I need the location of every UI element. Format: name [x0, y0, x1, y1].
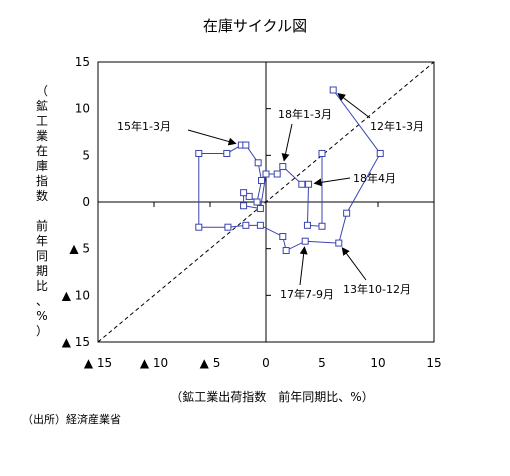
y-axis-label-char: 工 — [36, 114, 48, 128]
x-ticks: ▲ 15 ▲ 10 ▲ 5 0 5 10 15 — [84, 202, 442, 370]
data-point-marker — [343, 209, 351, 217]
y-axis-label-char: ） — [36, 324, 48, 338]
diagonal-guide — [97, 61, 435, 343]
data-point-marker — [245, 192, 253, 200]
data-point-marker — [256, 221, 264, 229]
data-point-marker — [318, 149, 326, 157]
annotation-arrow — [299, 246, 308, 286]
data-point-marker — [318, 222, 326, 230]
data-point-marker — [273, 170, 281, 178]
data-point-marker — [242, 141, 250, 149]
y-axis-label-char: 期 — [36, 264, 48, 278]
x-tick-label: 5 — [318, 356, 326, 370]
data-point-marker — [335, 239, 343, 247]
annotation-label: 18年1-3月 — [278, 107, 332, 121]
x-tick-label: 10 — [370, 356, 385, 370]
annotation-label: 12年1-3月 — [370, 119, 424, 133]
data-point-marker — [223, 149, 231, 157]
y-axis-label-char: 年 — [36, 234, 48, 248]
y-tick-label: 10 — [75, 102, 90, 116]
data-point-marker — [279, 163, 287, 171]
data-point-marker — [262, 170, 270, 178]
data-point-marker — [256, 205, 264, 213]
data-point-marker — [303, 221, 311, 229]
data-point-marker — [195, 149, 203, 157]
data-point-marker — [258, 177, 266, 185]
y-axis-label-char — [36, 204, 48, 218]
data-point-marker — [195, 223, 203, 231]
x-axis-label: （鉱工業出荷指数 前年同期比、%） — [170, 389, 373, 404]
y-axis-label-char: 、 — [36, 294, 48, 308]
x-tick-label: ▲ 15 — [84, 356, 112, 370]
data-point-marker — [329, 86, 337, 94]
y-axis-label: （鉱工業在庫指数 前年同期比、%） — [36, 84, 48, 338]
data-point-marker — [242, 221, 250, 229]
diagonal-guide-line — [97, 61, 435, 343]
annotation-arrow — [281, 123, 293, 162]
annotation-arrow — [313, 177, 351, 187]
y-axis-label-char: 同 — [36, 249, 48, 263]
data-point-marker — [224, 223, 232, 231]
annotation-arrow — [187, 129, 237, 146]
data-point-marker — [253, 198, 261, 206]
data-point-marker — [282, 247, 290, 255]
annotations-layer: 12年1-3月 15年1-3月 18年1-3月 18年4月 13年10-12月 17年7-… — [117, 93, 424, 301]
data-point-marker — [376, 149, 384, 157]
y-axis-label-char: 庫 — [36, 159, 48, 173]
source-note: （出所）経済産業省 — [22, 412, 121, 426]
y-tick-label: ▲ 15 — [62, 335, 90, 349]
y-ticks: 15 10 5 0 ▲ 5 ▲ 10 ▲ 15 — [62, 55, 271, 349]
y-axis-label-char: 鉱 — [36, 98, 48, 113]
y-axis-label-char: 前 — [36, 218, 48, 233]
data-point-marker — [240, 189, 248, 197]
x-tick-label: 15 — [426, 356, 441, 370]
y-axis-label-char: 比 — [36, 279, 48, 293]
annotation-label: 13年10-12月 — [343, 282, 411, 296]
annotation-label: 17年7-9月 — [280, 287, 334, 301]
data-point-marker — [301, 237, 309, 245]
y-axis-label-char: 在 — [36, 144, 48, 158]
x-tick-label: ▲ 10 — [140, 356, 168, 370]
y-axis-label-text: （鉱工業在庫指数 前年同期比、%） — [36, 84, 48, 338]
y-tick-label: ▲ 5 — [69, 242, 90, 256]
x-tick-label: ▲ 5 — [200, 356, 221, 370]
x-tick-label: 0 — [262, 356, 270, 370]
y-axis-label-char: % — [36, 309, 47, 323]
y-tick-label: 15 — [75, 55, 90, 69]
annotation-arrow — [341, 247, 367, 281]
y-axis-label-char: 数 — [36, 188, 48, 203]
annotation-label: 15年1-3月 — [117, 119, 171, 133]
annotation-arrow — [337, 93, 371, 119]
y-axis-label-char: 業 — [36, 129, 48, 143]
y-tick-label: ▲ 10 — [62, 288, 90, 302]
y-axis-label-char: （ — [36, 84, 48, 98]
data-point-marker — [240, 202, 248, 210]
y-tick-label: 5 — [82, 148, 90, 162]
chart-title: 在庫サイクル図 — [203, 17, 307, 35]
annotation-label: 18年4月 — [353, 171, 396, 185]
y-tick-label: 0 — [82, 195, 90, 209]
data-point-marker — [305, 180, 313, 188]
data-point-marker — [254, 159, 262, 167]
y-axis-label-char: 指 — [36, 173, 48, 188]
data-point-marker — [279, 233, 287, 241]
data-point-marker — [298, 180, 306, 188]
series-layer — [195, 86, 384, 255]
